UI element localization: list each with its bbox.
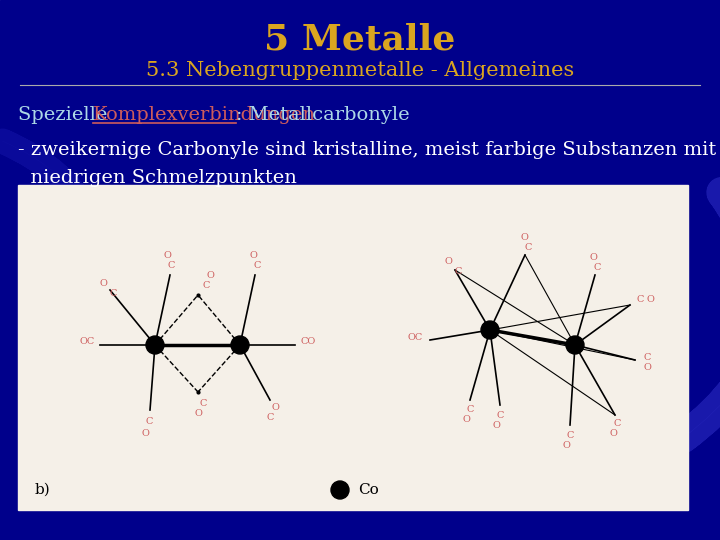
Text: O: O — [646, 295, 654, 305]
Text: C: C — [454, 267, 462, 276]
Text: O: O — [99, 279, 107, 287]
Text: C: C — [524, 242, 531, 252]
Text: - zweikernige Carbonyle sind kristalline, meist farbige Substanzen mit: - zweikernige Carbonyle sind kristalline… — [18, 141, 716, 159]
Text: O: O — [562, 441, 570, 449]
Text: C: C — [109, 288, 117, 298]
Circle shape — [331, 481, 349, 499]
Text: O: O — [492, 421, 500, 429]
Text: C: C — [266, 414, 274, 422]
Text: Spezielle: Spezielle — [18, 106, 114, 124]
Circle shape — [566, 336, 584, 354]
Text: niedrigen Schmelzpunkten: niedrigen Schmelzpunkten — [18, 169, 297, 187]
Text: C: C — [643, 353, 651, 361]
Text: C: C — [593, 262, 600, 272]
Text: C: C — [253, 260, 261, 269]
Text: C: C — [167, 260, 175, 269]
Text: O: O — [520, 233, 528, 241]
Text: b): b) — [35, 483, 50, 497]
Circle shape — [146, 336, 164, 354]
Text: O: O — [444, 258, 452, 267]
FancyArrowPatch shape — [682, 192, 720, 438]
Text: Co: Co — [358, 483, 379, 497]
Text: O: O — [271, 403, 279, 413]
Text: OC: OC — [408, 333, 423, 341]
Text: : Metallcarbonyle: : Metallcarbonyle — [235, 106, 409, 124]
Text: C: C — [467, 406, 474, 415]
Text: O: O — [194, 409, 202, 418]
Circle shape — [231, 336, 249, 354]
Text: C: C — [636, 295, 644, 305]
Text: O: O — [141, 429, 149, 437]
Text: C: C — [145, 417, 153, 427]
Text: O: O — [609, 429, 617, 437]
Text: 5.3 Nebengruppenmetalle - Allgemeines: 5.3 Nebengruppenmetalle - Allgemeines — [146, 60, 574, 79]
Text: 5 Metalle: 5 Metalle — [264, 23, 456, 57]
Text: O: O — [462, 415, 470, 424]
Text: C: C — [202, 280, 210, 289]
Text: C: C — [199, 400, 207, 408]
Text: O: O — [163, 251, 171, 260]
Text: O: O — [589, 253, 597, 261]
Text: Komplexverbindungen: Komplexverbindungen — [93, 106, 316, 124]
Text: C: C — [496, 410, 504, 420]
FancyArrowPatch shape — [2, 141, 98, 338]
Text: C: C — [567, 430, 574, 440]
Text: CO: CO — [300, 338, 315, 347]
Bar — [18, 185, 688, 510]
Text: O: O — [643, 362, 651, 372]
Text: C: C — [613, 418, 621, 428]
Text: OC: OC — [79, 338, 94, 347]
Circle shape — [481, 321, 499, 339]
Text: O: O — [206, 271, 214, 280]
Text: O: O — [249, 251, 257, 260]
